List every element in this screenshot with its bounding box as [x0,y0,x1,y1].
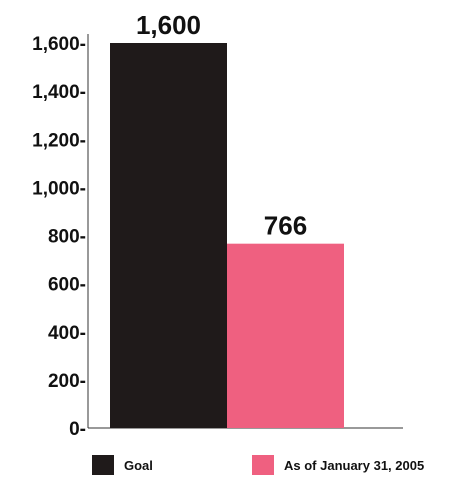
legend-label-as-of-date: As of January 31, 2005 [284,457,425,473]
y-tick-label: 200- [48,371,86,392]
data-labels: 1,600 766 [136,10,307,241]
y-tick-label: 400- [48,323,86,344]
y-tick-label: 1,600- [32,34,86,55]
y-axis: 0- 200- 400- 600- 800- 1,000- 1,200- 1,400- 1,60… [32,34,403,440]
legend-label-goal: Goal [124,457,153,473]
legend-item-as-of-date: As of January 31, 2005 [252,455,424,475]
y-tick-label: 1,200- [32,130,86,151]
y-tick-label: 1,000- [32,178,86,199]
data-label-1: 766 [264,211,307,241]
bar-1 [227,243,344,428]
bars [110,43,344,428]
y-tick-label: 800- [48,227,86,248]
legend-swatch-goal [92,455,114,475]
legend: Goal As of January 31, 2005 [0,455,454,475]
y-tick-label: 0- [69,419,86,440]
bar-0 [110,43,227,428]
bar-chart: 0- 200- 400- 600- 800- 1,000- 1,200- 1,400- 1,60… [32,10,403,440]
legend-item-goal: Goal [92,455,153,475]
y-tick-label: 1,400- [32,82,86,103]
y-tick-label: 600- [48,275,86,296]
data-label-0: 1,600 [136,10,201,40]
legend-swatch-as-of-date [252,455,274,475]
